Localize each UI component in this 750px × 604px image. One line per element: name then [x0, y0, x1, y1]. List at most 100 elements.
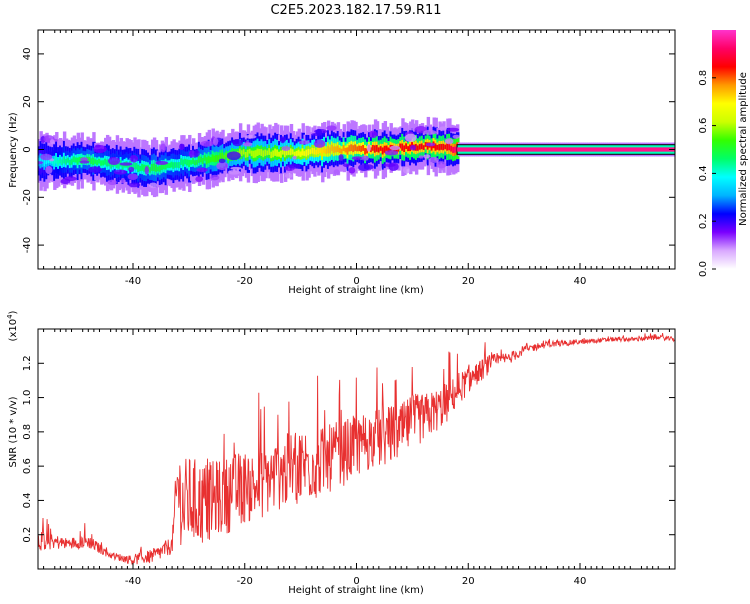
colorbar-label: Normalized spectral amplitude — [738, 72, 749, 226]
heatmap-band-core — [457, 147, 675, 152]
heatmap-cell — [72, 156, 77, 163]
snr-series-line — [38, 333, 675, 565]
heatmap-cell — [450, 145, 454, 152]
heatmap-xtick-label: -20 — [237, 276, 253, 287]
snr-xtick-label: -20 — [237, 576, 253, 587]
heatmap-cell — [260, 148, 264, 157]
snr-frame — [37, 328, 676, 570]
heatmap-cell — [98, 158, 102, 164]
heatmap-speckle — [368, 130, 378, 139]
heatmap-cell — [168, 162, 172, 169]
heatmap-cell — [215, 154, 219, 162]
heatmap-speckle — [232, 139, 243, 147]
heatmap-speckle — [444, 138, 454, 145]
heatmap-cell — [287, 149, 292, 155]
heatmap-xtick-label: 40 — [574, 276, 587, 287]
heatmap-speckle — [242, 142, 253, 147]
heatmap-cell — [55, 156, 59, 164]
heatmap-cell — [92, 157, 96, 165]
heatmap-cell — [105, 159, 110, 167]
heatmap-cell — [250, 150, 255, 157]
heatmap-cell — [446, 143, 450, 151]
heatmap-cell — [268, 148, 272, 155]
heatmap-cell — [307, 148, 311, 156]
heatmap-cell — [90, 158, 94, 164]
heatmap-cell — [135, 162, 139, 170]
heatmap-cell — [68, 159, 73, 166]
heatmap-speckle — [155, 160, 169, 165]
heatmap-cell — [452, 146, 456, 153]
snr-yscale: (x104) — [6, 310, 19, 341]
heatmap-speckle — [384, 150, 399, 156]
heatmap-cell — [178, 162, 182, 169]
heatmap-cell — [283, 150, 288, 158]
heatmap-cell — [182, 159, 186, 167]
heatmap-cell — [272, 150, 276, 158]
heatmap-cell — [248, 148, 253, 154]
heatmap-cell — [242, 149, 247, 155]
heatmap-cell — [219, 153, 223, 160]
heatmap-cell — [274, 148, 278, 156]
snr-ytick-label: 0.8 — [22, 424, 33, 440]
heatmap-cell — [47, 157, 51, 164]
heatmap-cell — [381, 147, 386, 155]
heatmap-speckle — [230, 166, 242, 170]
heatmap-cell — [70, 158, 75, 165]
heatmap-cell — [223, 154, 227, 160]
heatmap-speckle — [40, 153, 53, 161]
heatmap-cell — [407, 146, 411, 152]
heatmap-cell — [385, 145, 390, 151]
heatmap-panel: -40 -20 0 20 40 -40 -20 0 20 40 Height of straigh… — [8, 29, 676, 296]
heatmap-cell — [51, 158, 55, 164]
heatmap-speckle — [148, 182, 158, 189]
heatmap-cell — [360, 145, 364, 152]
heatmap-speckle — [315, 128, 323, 136]
heatmap-cell — [332, 146, 337, 153]
heatmap-cell — [62, 156, 67, 164]
heatmap-cell — [115, 160, 120, 169]
heatmap-speckle — [128, 166, 135, 173]
heatmap-speckle — [49, 139, 55, 144]
heatmap-cell — [158, 165, 163, 172]
heatmap-speckle — [129, 155, 139, 163]
heatmap-xtick-label: 0 — [353, 276, 359, 287]
heatmap-speckle — [366, 143, 371, 152]
heatmap-cell — [74, 157, 79, 163]
heatmap-cell — [176, 162, 180, 168]
heatmap-speckle — [113, 169, 127, 175]
heatmap-cell — [270, 151, 274, 159]
heatmap-cell — [148, 167, 153, 173]
heatmap-cell — [201, 158, 206, 164]
heatmap-cell — [379, 146, 384, 151]
heatmap-cell — [364, 148, 368, 155]
heatmap-cell — [436, 144, 440, 150]
heatmap-cell — [434, 143, 438, 151]
heatmap-cell — [401, 143, 405, 151]
heatmap-cell — [102, 160, 106, 166]
heatmap-cell — [103, 158, 108, 165]
heatmap-speckle — [351, 156, 364, 161]
heatmap-speckle — [313, 139, 326, 148]
heatmap-cell — [297, 149, 302, 156]
heatmap-cell — [344, 147, 348, 153]
heatmap-cell — [193, 160, 198, 166]
heatmap-cell — [454, 146, 458, 153]
heatmap-speckle — [127, 173, 138, 181]
heatmap-cell — [150, 163, 155, 171]
heatmap-speckle — [425, 142, 436, 147]
heatmap-cell — [317, 147, 321, 155]
heatmap-cell — [244, 151, 249, 158]
heatmap-cell — [295, 150, 300, 157]
heatmap-speckle — [358, 163, 370, 171]
heatmap-cell — [405, 143, 409, 150]
snr-ytick-label: 0.2 — [22, 527, 33, 543]
heatmap-cell — [186, 159, 190, 166]
heatmap-speckle — [436, 161, 447, 169]
heatmap-cell — [207, 155, 212, 164]
heatmap-cell — [156, 166, 161, 172]
heatmap-cell — [299, 151, 303, 157]
heatmap-cell — [197, 156, 202, 163]
heatmap-cell — [39, 157, 43, 165]
heatmap-cell — [121, 163, 125, 171]
heatmap-cell — [416, 145, 421, 151]
